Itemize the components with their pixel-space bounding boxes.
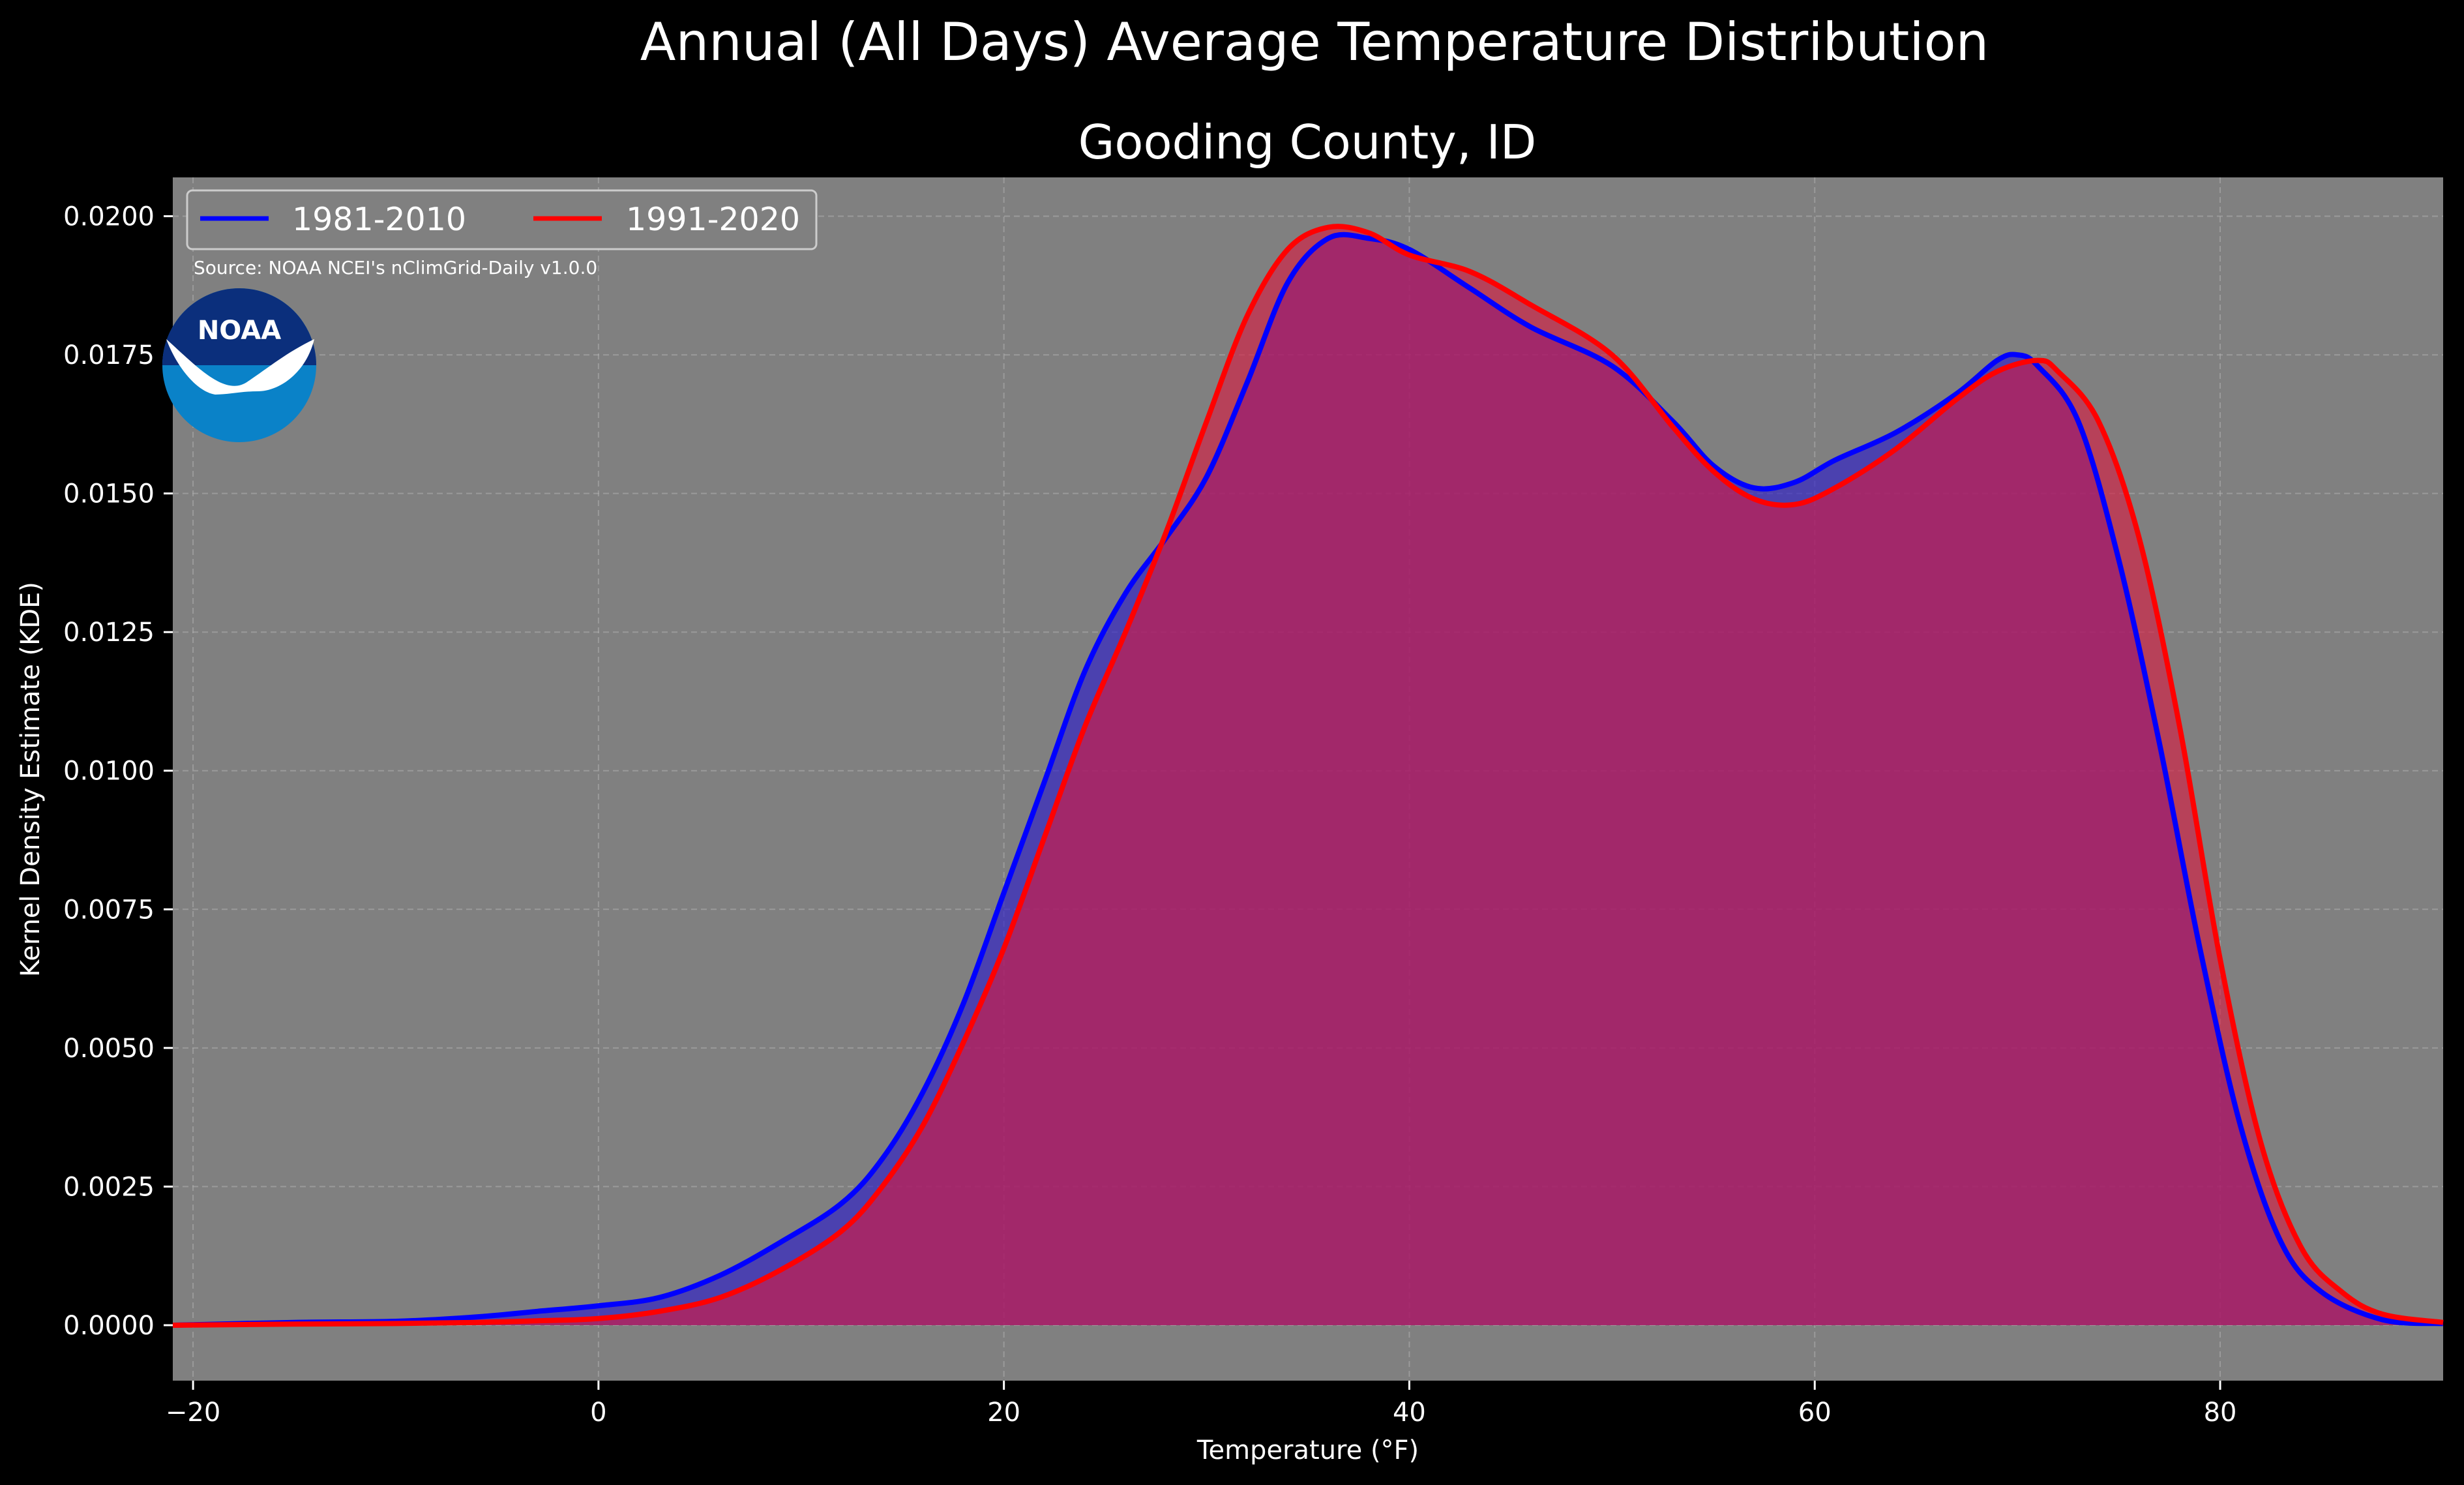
- x-axis-ticks: −20 0 20 40 60 80: [166, 1381, 2237, 1428]
- y-axis-label: Kernel Density Estimate (KDE): [16, 582, 46, 977]
- source-note: Source: NOAA NCEI's nClimGrid-Daily v1.0…: [194, 257, 597, 278]
- y-tick-label: 0.0125: [63, 618, 155, 648]
- x-tick-label: 80: [2204, 1398, 2237, 1428]
- legend: 1981-2010 1991-2020: [186, 189, 818, 250]
- y-axis-ticks: 0.0000 0.0025 0.0050 0.0075 0.0100 0.0125 0.01…: [63, 202, 173, 1341]
- series-line-1991-2020: [172, 224, 2444, 1328]
- chart-title: Gooding County, ID: [1078, 115, 1537, 170]
- y-tick-label: 0.0025: [63, 1172, 155, 1202]
- legend-label-1991-2020: 1991-2020: [626, 201, 800, 238]
- y-tick-label: 0.0200: [63, 202, 155, 232]
- series-fill-1991-2020: [173, 226, 2443, 1325]
- legend-frame: [186, 189, 818, 250]
- chart-suptitle: Annual (All Days) Average Temperature Di…: [640, 12, 1989, 72]
- legend-label-1981-2010: 1981-2010: [292, 201, 466, 238]
- x-tick-label: 60: [1798, 1398, 1832, 1428]
- noaa-logo-top: [162, 288, 316, 365]
- series-lines: [172, 224, 2444, 1328]
- x-tick-label: 40: [1393, 1398, 1426, 1428]
- y-tick-label: 0.0050: [63, 1034, 155, 1064]
- series-fills: [173, 226, 2443, 1326]
- noaa-logo-text: NOAA: [198, 316, 281, 346]
- x-tick-label: −20: [166, 1398, 220, 1428]
- noaa-logo-gull: [166, 339, 314, 395]
- x-tick-label: 20: [987, 1398, 1020, 1428]
- y-tick-label: 0.0100: [63, 757, 155, 787]
- y-tick-label: 0.0150: [63, 479, 155, 509]
- x-tick-label: 0: [590, 1398, 606, 1428]
- noaa-logo: NOAA: [162, 288, 316, 442]
- y-tick-label: 0.0075: [63, 895, 155, 925]
- y-tick-label: 0.0000: [63, 1311, 155, 1341]
- y-tick-label: 0.0175: [63, 340, 155, 370]
- x-axis-label: Temperature (°F): [1196, 1435, 1419, 1465]
